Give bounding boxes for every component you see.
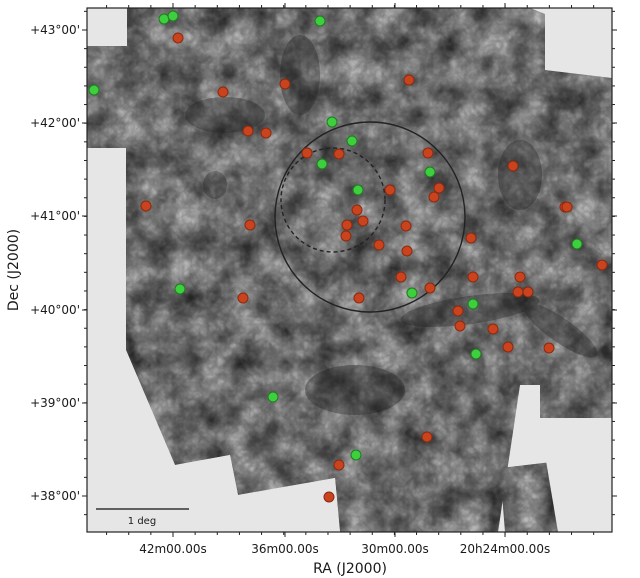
large-solid-circle [274,121,466,313]
red-source-marker [237,292,249,304]
y-axis-label: Dec (J2000) [6,229,22,311]
red-source-marker [373,239,385,251]
red-source-marker [543,342,555,354]
red-source-marker [428,191,440,203]
green-source-marker [314,15,326,27]
green-source-marker [571,238,583,250]
plot-frame [86,7,613,533]
green-source-marker [350,449,362,461]
red-source-marker [357,215,369,227]
green-source-marker [467,298,479,310]
red-source-marker [333,459,345,471]
green-source-marker [88,84,100,96]
y-tick-label: +38°00' [30,489,80,503]
green-source-marker [316,158,328,170]
y-tick-label: +43°00' [30,23,80,37]
red-source-marker [353,292,365,304]
y-axis-tick-labels: +43°00' +42°00' +41°00' +40°00' +39°00' … [30,23,80,503]
y-tick-label: +39°00' [30,396,80,410]
red-source-marker [596,259,608,271]
red-source-marker [522,286,534,298]
red-source-marker [279,78,291,90]
scale-bar-label: 1 deg [128,516,156,527]
red-source-marker [424,282,436,294]
green-source-marker [424,166,436,178]
nebula-mosaic-image [87,8,612,532]
red-source-marker [502,341,514,353]
red-source-marker [433,182,445,194]
red-source-marker [140,200,152,212]
red-source-marker [401,245,413,257]
red-source-marker [422,147,434,159]
red-source-marker [260,127,272,139]
red-source-markers [140,32,608,503]
x-tick-label: 36m00.00s [251,542,319,556]
red-source-marker [452,305,464,317]
red-source-marker [333,148,345,160]
scale-bar: 1 deg [96,508,189,527]
green-source-marker [167,10,179,22]
green-source-marker [267,391,279,403]
red-source-marker [172,32,184,44]
x-tick-label: 20h24m00.00s [460,542,550,556]
y-tick-label: +42°00' [30,116,80,130]
red-source-marker [514,271,526,283]
y-tick-label: +41°00' [30,209,80,223]
red-source-marker [507,160,519,172]
x-tick-label: 42m00.00s [139,542,207,556]
red-source-marker [217,86,229,98]
red-source-marker [561,201,573,213]
green-source-marker [470,348,482,360]
red-source-marker [323,491,335,503]
red-source-marker [512,286,524,298]
red-source-marker [467,271,479,283]
red-source-marker [421,431,433,443]
x-axis-label: RA (J2000) [313,561,387,577]
red-source-marker [487,323,499,335]
small-dashed-circle [280,147,386,253]
red-source-marker [454,320,466,332]
green-source-marker [346,135,358,147]
red-source-marker [301,147,313,159]
red-source-marker [341,219,353,231]
red-source-marker [395,271,407,283]
x-axis-tick-labels: 42m00.00s 36m00.00s 30m00.00s 20h24m00.0… [139,542,550,556]
green-source-marker [174,283,186,295]
green-source-marker [326,116,338,128]
y-tick-label: +40°00' [30,303,80,317]
red-source-marker [384,184,396,196]
axis-ticks [82,3,617,537]
red-source-marker [465,232,477,244]
red-source-marker [351,204,363,216]
green-source-markers [88,10,583,461]
x-tick-label: 30m00.00s [361,542,429,556]
red-source-marker [403,74,415,86]
green-source-marker [406,287,418,299]
green-source-marker [352,184,364,196]
red-source-marker [400,220,412,232]
red-source-marker [242,125,254,137]
red-source-marker [244,219,256,231]
green-source-marker [158,13,170,25]
red-source-marker [340,230,352,242]
